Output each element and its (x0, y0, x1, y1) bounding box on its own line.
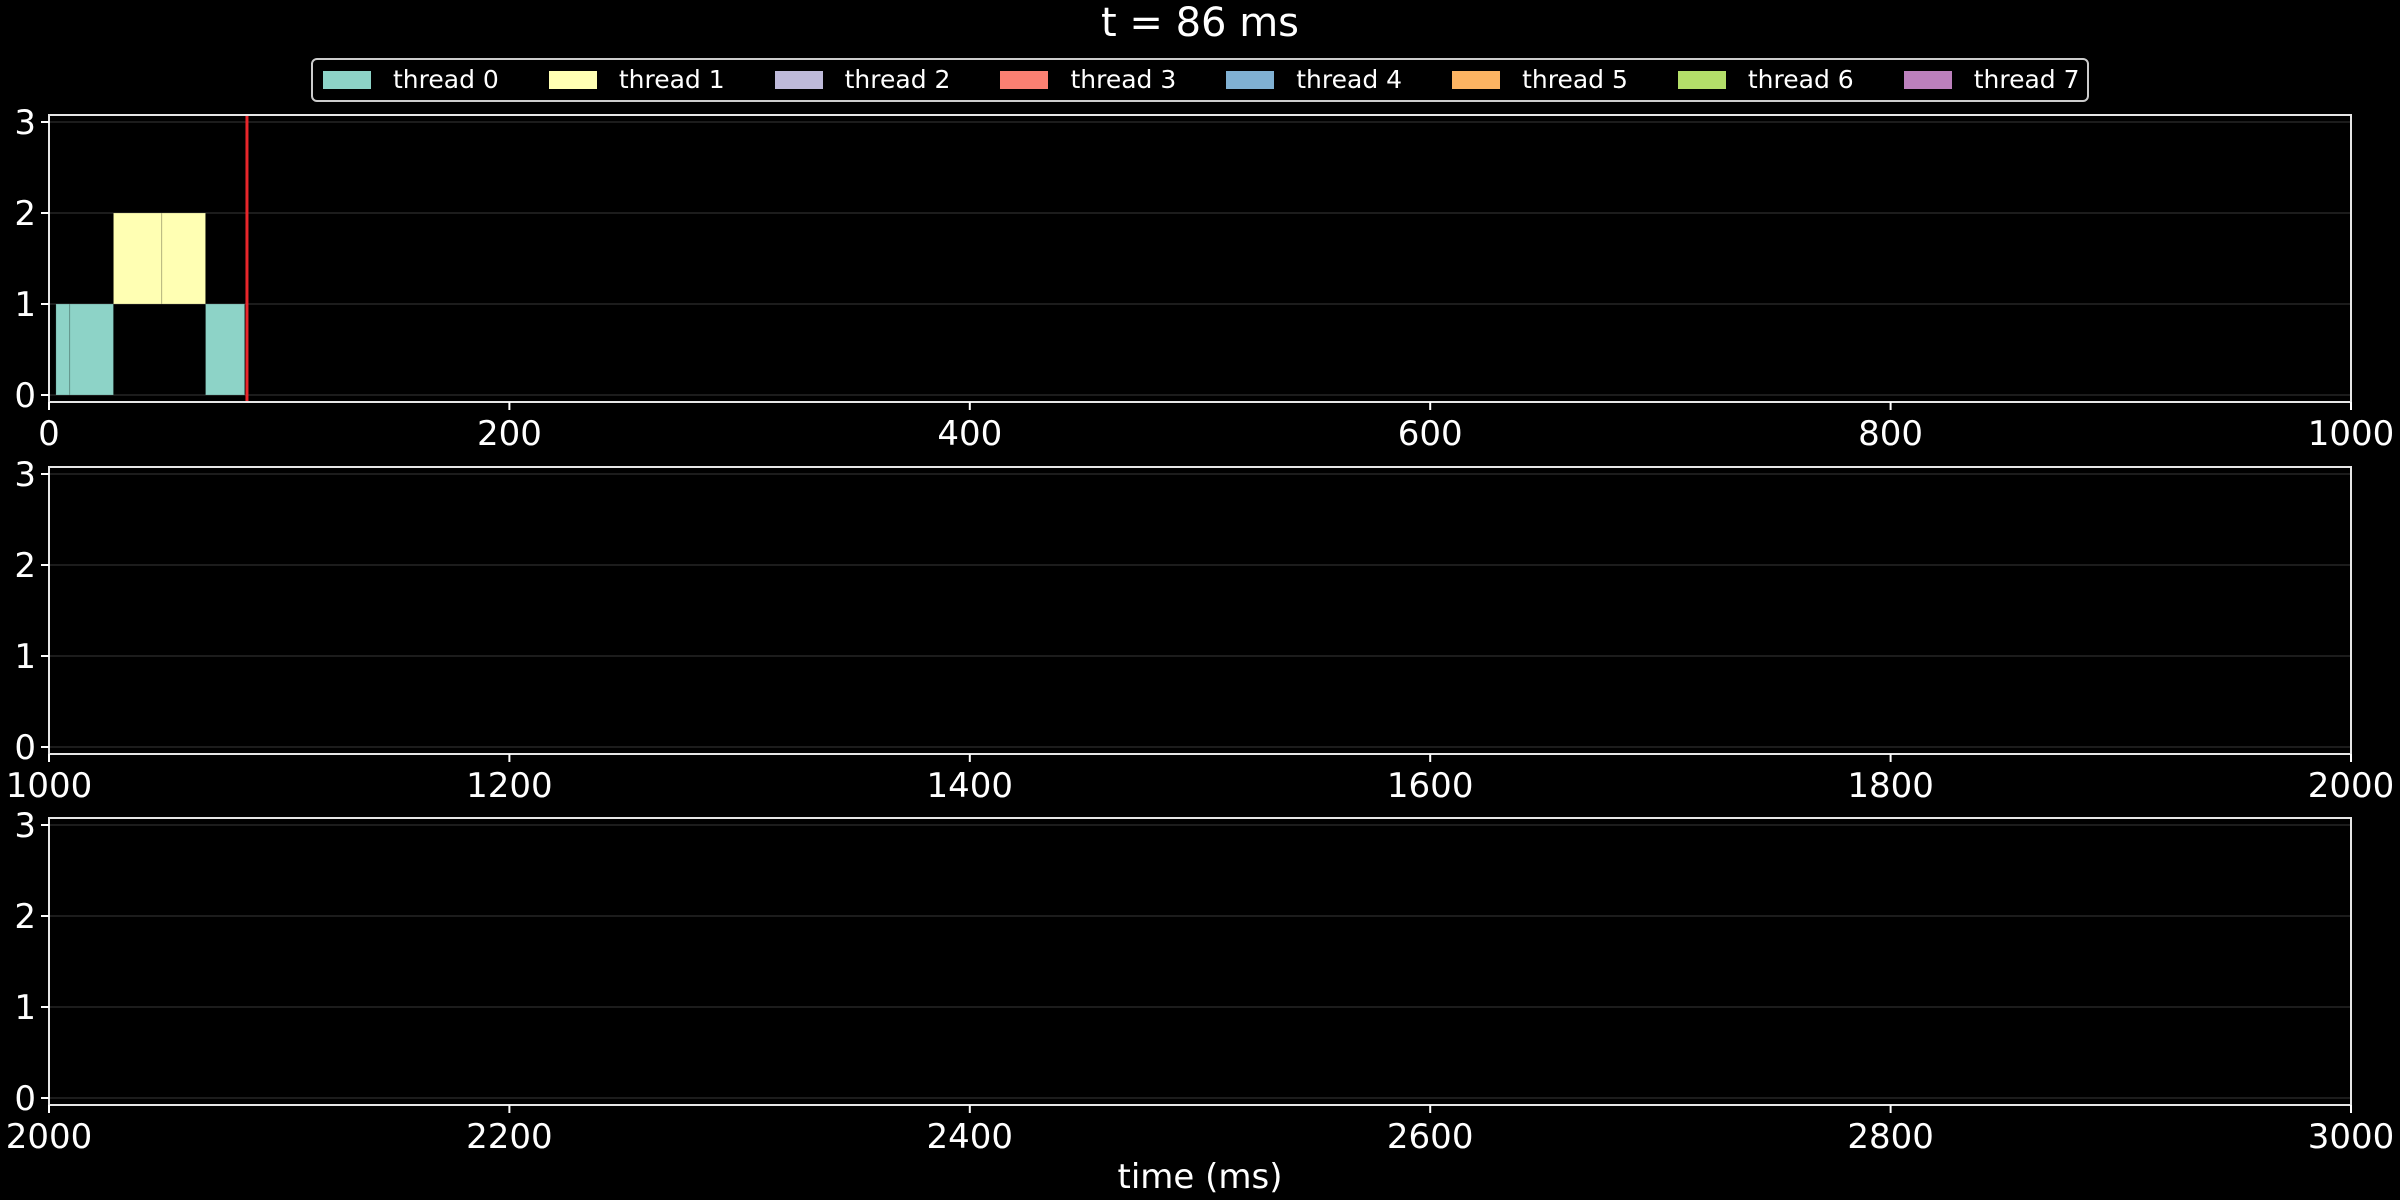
bar-segment-thread-1 (112, 212, 163, 305)
legend-label: thread 2 (844, 65, 951, 94)
y-tick-label: 3 (14, 455, 36, 495)
x-tick-label: 200 (477, 414, 542, 454)
x-tick-label: 1800 (1847, 766, 1934, 806)
x-tick-label: 400 (937, 414, 1002, 454)
y-tick-label: 3 (14, 103, 36, 143)
legend: thread 0 thread 1 thread 2 thread 3 thread 4… (311, 58, 2089, 102)
y-tick-label: 3 (14, 806, 36, 846)
legend-swatch (1452, 71, 1501, 89)
legend-swatch (1226, 71, 1275, 89)
bar-segment-thread-0 (55, 303, 71, 396)
legend-item-thread-5: thread 5 (1452, 60, 1678, 100)
y-tick-label: 1 (14, 988, 36, 1028)
x-tick-label: 1000 (6, 766, 93, 806)
bar-segment-thread-0 (69, 303, 114, 396)
legend-label: thread 4 (1296, 65, 1403, 94)
legend-item-thread-4: thread 4 (1226, 60, 1452, 100)
x-tick-label: 600 (1398, 414, 1463, 454)
bar-segment-thread-1 (161, 212, 207, 305)
y-tick-label: 0 (14, 728, 36, 768)
legend-swatch (323, 71, 371, 89)
x-tick-label: 3000 (2308, 1117, 2395, 1157)
legend-item-thread-2: thread 2 (774, 60, 1001, 100)
x-tick-label: 2000 (2308, 766, 2395, 806)
legend-swatch (1000, 71, 1049, 89)
legend-label: thread 1 (618, 65, 725, 94)
y-tick-label: 0 (14, 376, 36, 416)
y-tick-label: 2 (14, 194, 36, 234)
legend-swatch (1903, 71, 1952, 89)
legend-label: thread 5 (1522, 65, 1628, 94)
legend-swatch (548, 71, 597, 89)
x-tick-label: 800 (1858, 414, 1923, 454)
legend-swatch (1677, 71, 1726, 89)
y-tick-label: 0 (14, 1079, 36, 1119)
axes-frame (48, 114, 2352, 403)
x-tick-label: 1000 (2308, 414, 2395, 454)
legend-label: thread 6 (1747, 65, 1854, 94)
x-tick-label: 0 (38, 414, 60, 454)
legend-label: thread 3 (1070, 65, 1177, 94)
y-tick-label: 1 (14, 285, 36, 325)
x-tick-label: 2800 (1847, 1117, 1934, 1157)
x-tick-label: 1600 (1387, 766, 1474, 806)
x-tick-label: 2200 (466, 1117, 553, 1157)
chart-title: t = 86 ms (1100, 0, 1300, 46)
x-tick-label: 1400 (927, 766, 1014, 806)
bar-segment-thread-0 (205, 303, 246, 396)
y-tick-label: 2 (14, 897, 36, 937)
legend-item-thread-7: thread 7 (1903, 60, 2080, 100)
legend-item-thread-1: thread 1 (548, 60, 775, 100)
axes-frame (48, 466, 2352, 755)
x-tick-label: 1200 (466, 766, 553, 806)
legend-item-thread-6: thread 6 (1677, 60, 1904, 100)
y-tick-label: 2 (14, 546, 36, 586)
legend-label: thread 0 (393, 65, 499, 94)
x-tick-label: 2400 (927, 1117, 1014, 1157)
x-tick-label: 2600 (1387, 1117, 1474, 1157)
legend-label: thread 7 (1973, 65, 2080, 94)
legend-swatch (774, 71, 823, 89)
y-tick-label: 1 (14, 637, 36, 677)
x-tick-label: 2000 (6, 1117, 93, 1157)
axes-frame (48, 817, 2352, 1106)
x-axis-label: time (ms) (1118, 1157, 1283, 1197)
legend-item-thread-3: thread 3 (1000, 60, 1226, 100)
legend-item-thread-0: thread 0 (323, 60, 549, 100)
